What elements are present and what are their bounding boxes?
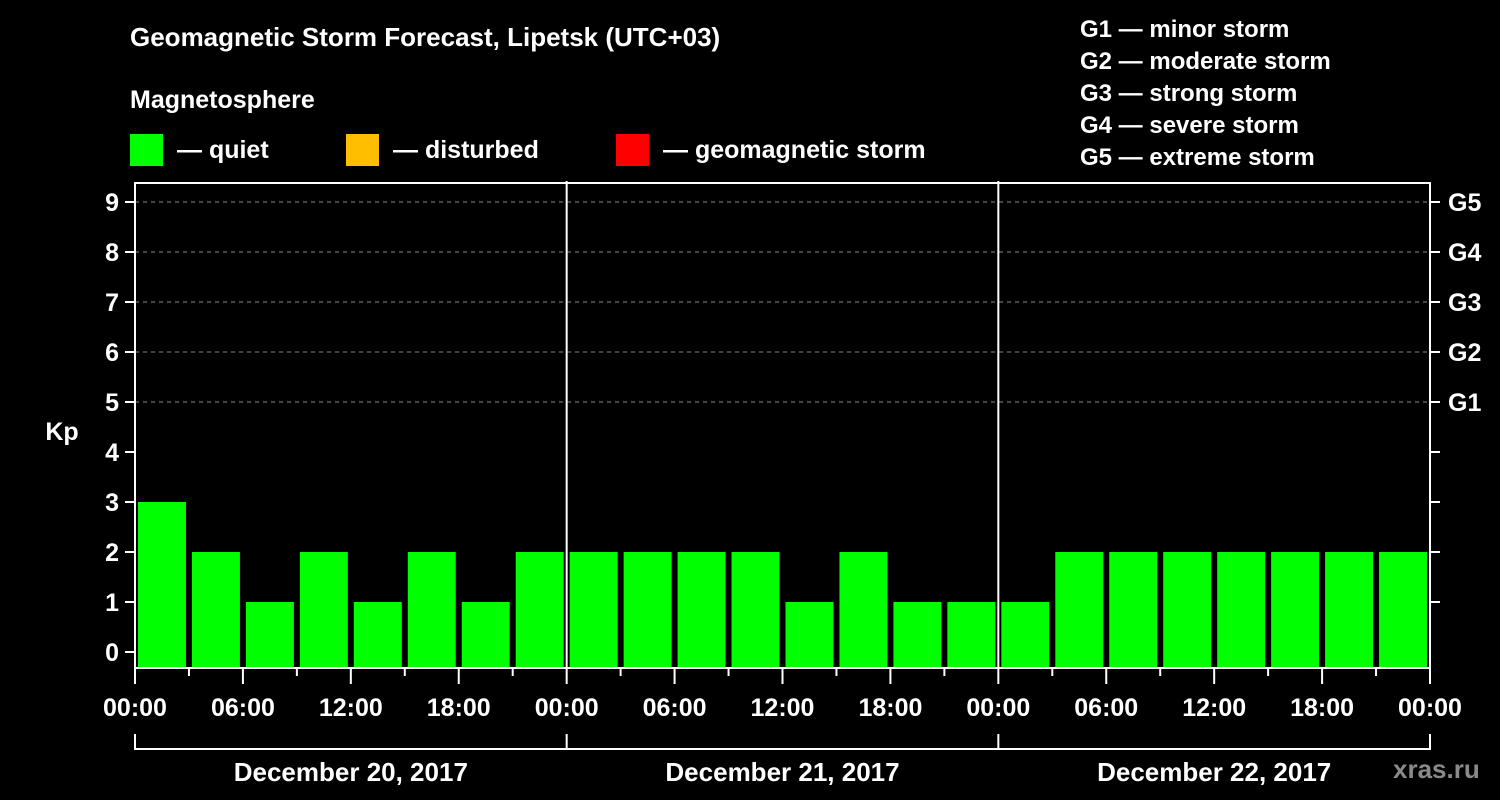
g-level-label: G3 xyxy=(1448,289,1481,317)
x-tick-label: 18:00 xyxy=(858,694,922,722)
day-labels: December 20, 2017 December 21, 2017 Decemb… xyxy=(134,734,1431,787)
x-tick-label: 00:00 xyxy=(966,694,1030,722)
right-axis: G1 G2 G3 G4 G5 xyxy=(1430,189,1481,603)
kp-bar xyxy=(1325,552,1374,667)
x-tick-label: 12:00 xyxy=(319,694,383,722)
legend-label: — geomagnetic storm xyxy=(663,135,926,164)
y-tick-label: 9 xyxy=(105,189,119,217)
bars xyxy=(138,502,1427,667)
x-tick-label: 00:00 xyxy=(103,694,167,722)
x-tick-label: 18:00 xyxy=(427,694,491,722)
storm-scale-g2: G2 — moderate storm xyxy=(1080,48,1331,75)
kp-bar xyxy=(407,552,456,667)
legend-storm: — geomagnetic storm xyxy=(616,134,926,166)
legend-label: — disturbed xyxy=(393,135,539,164)
date-label: December 22, 2017 xyxy=(1097,757,1331,787)
kp-bar xyxy=(731,552,780,667)
grid-lines xyxy=(135,201,1430,403)
kp-bar xyxy=(245,602,294,667)
y-tick-label: 0 xyxy=(105,639,119,667)
g-level-label: G5 xyxy=(1448,189,1481,217)
kp-bar xyxy=(1217,552,1266,667)
kp-bar xyxy=(1001,602,1050,667)
kp-bar xyxy=(623,552,672,667)
x-tick-label: 18:00 xyxy=(1290,694,1354,722)
storm-scale-legend: G1 — minor storm G2 — moderate storm G3 … xyxy=(1080,14,1331,174)
y-tick-label: 6 xyxy=(105,339,119,367)
x-tick-label: 06:00 xyxy=(211,694,275,722)
g-level-label: G4 xyxy=(1448,239,1481,267)
storm-scale-g1: G1 — minor storm xyxy=(1080,16,1290,43)
storm-scale-g5: G5 — extreme storm xyxy=(1080,144,1315,171)
kp-bar xyxy=(569,552,618,667)
y-tick-label: 4 xyxy=(105,439,119,467)
x-tick-label: 12:00 xyxy=(751,694,815,722)
x-tick-label: 12:00 xyxy=(1182,694,1246,722)
chart-subtitle: Magnetosphere xyxy=(130,86,315,114)
legend-swatch-quiet xyxy=(130,134,163,166)
y-tick-label: 2 xyxy=(105,539,119,567)
kp-bar xyxy=(353,602,402,667)
kp-bar xyxy=(138,502,186,667)
watermark: xras.ru xyxy=(1393,754,1480,784)
kp-bar xyxy=(191,552,240,667)
kp-bar xyxy=(1163,552,1212,667)
storm-scale-g4: G4 — severe storm xyxy=(1080,112,1299,139)
date-label: December 20, 2017 xyxy=(234,757,468,787)
y-tick-label: 5 xyxy=(105,389,119,417)
kp-bar xyxy=(893,602,942,667)
kp-bar xyxy=(515,552,564,667)
legend-quiet: — quiet xyxy=(130,134,269,166)
legend-swatch-disturbed xyxy=(346,134,379,166)
y-tick-label: 7 xyxy=(105,289,119,317)
legend-disturbed: — disturbed xyxy=(346,134,539,166)
chart-title: Geomagnetic Storm Forecast, Lipetsk (UTC… xyxy=(130,22,721,52)
x-tick-label: 00:00 xyxy=(535,694,599,722)
g-level-label: G1 xyxy=(1448,389,1481,417)
y-axis-label: Kp xyxy=(45,418,78,446)
x-tick-label: 06:00 xyxy=(643,694,707,722)
y-axis: 0 1 2 3 4 5 6 7 8 9 xyxy=(105,189,135,667)
kp-bar xyxy=(785,602,834,667)
date-label: December 21, 2017 xyxy=(665,757,899,787)
storm-scale-g3: G3 — strong storm xyxy=(1080,80,1298,107)
kp-bar xyxy=(1271,552,1320,667)
kp-bar xyxy=(947,602,996,667)
kp-bar xyxy=(1379,552,1427,667)
kp-bar xyxy=(299,552,348,667)
legend-swatch-storm xyxy=(616,134,649,166)
kp-bar xyxy=(1109,552,1158,667)
kp-bar xyxy=(839,552,888,667)
y-tick-label: 8 xyxy=(105,239,119,267)
y-tick-label: 3 xyxy=(105,489,119,517)
x-tick-label: 06:00 xyxy=(1074,694,1138,722)
kp-bar xyxy=(1055,552,1104,667)
y-tick-label: 1 xyxy=(105,589,119,617)
kp-bar xyxy=(461,602,510,667)
x-tick-label: 00:00 xyxy=(1398,694,1462,722)
legend-label: — quiet xyxy=(177,135,269,164)
kp-bar xyxy=(677,552,726,667)
g-level-label: G2 xyxy=(1448,339,1481,367)
x-axis: 00:00 06:00 12:00 18:00 00:00 06:00 12:00 18:00… xyxy=(103,668,1462,722)
